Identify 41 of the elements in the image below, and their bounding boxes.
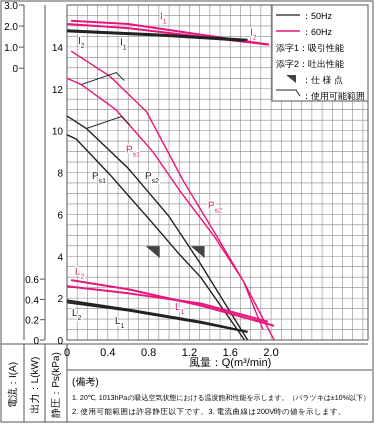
series-label: L$_{1}$ bbox=[175, 302, 185, 316]
series-label: P$_{s1}$ bbox=[92, 170, 106, 184]
y-axis-title: 静圧：Ps(kPa) bbox=[50, 352, 62, 418]
y-tick-label: 4 bbox=[57, 252, 64, 264]
series-label: I$_{2}$ bbox=[78, 36, 85, 50]
y2-tick-label: 0.2 bbox=[25, 316, 40, 327]
annotation: ：50Hz bbox=[302, 11, 333, 21]
y3-tick-label: 2.0 bbox=[4, 22, 18, 34]
series-label: P$_{s2}$ bbox=[145, 171, 160, 185]
x-tick-label: 1.6 bbox=[222, 347, 238, 359]
annotation: ：60Hz bbox=[302, 27, 333, 37]
series-label: L$_{2}$ bbox=[75, 266, 85, 280]
series-label: P$_{s2}$ bbox=[208, 200, 222, 214]
annotation: ：使用可能範囲 bbox=[302, 91, 365, 101]
series-label: I$_{1}$ bbox=[120, 38, 127, 52]
annotation: 添字2：吐出性能 bbox=[276, 59, 344, 69]
legend-label: I$_{2}$ bbox=[250, 27, 257, 41]
y3-tick-label: 0 bbox=[12, 64, 18, 76]
y3-tick-label: 1.0 bbox=[4, 43, 18, 54]
y-tick-label: 10 bbox=[52, 126, 64, 138]
x-tick-label: 0.8 bbox=[140, 347, 156, 359]
series-label: L$_{2}$ bbox=[72, 308, 82, 322]
y-tick-label: 8 bbox=[57, 168, 64, 180]
y-tick-label: 6 bbox=[57, 210, 64, 222]
series-label: L$_{1}$ bbox=[115, 316, 125, 330]
annotation: ：仕 様 点 bbox=[302, 75, 344, 85]
series-label: I$_{1}$ bbox=[160, 12, 167, 26]
y-tick-label: 14 bbox=[52, 42, 64, 54]
text: (備考) bbox=[72, 376, 99, 388]
y3-tick-label: 3.0 bbox=[4, 1, 18, 12]
y2-axis-title: 出力：L(kW) bbox=[28, 356, 41, 414]
x-tick-label: 2.0 bbox=[263, 347, 279, 359]
y2-tick-label: 0.6 bbox=[25, 275, 40, 286]
x-axis-title: 風量：Q(m³/min) bbox=[188, 357, 272, 369]
series-label: P$_{s1}$ bbox=[126, 144, 140, 158]
x-tick-label: 0.4 bbox=[100, 347, 116, 359]
y3-axis-title: 電流：I(A) bbox=[6, 362, 19, 408]
y-tick-label: 2 bbox=[57, 294, 64, 306]
y2-tick-label: 0.4 bbox=[25, 295, 40, 306]
annotation: 添字1：吸引性能 bbox=[276, 43, 344, 53]
y-tick-label: 12 bbox=[52, 84, 64, 96]
